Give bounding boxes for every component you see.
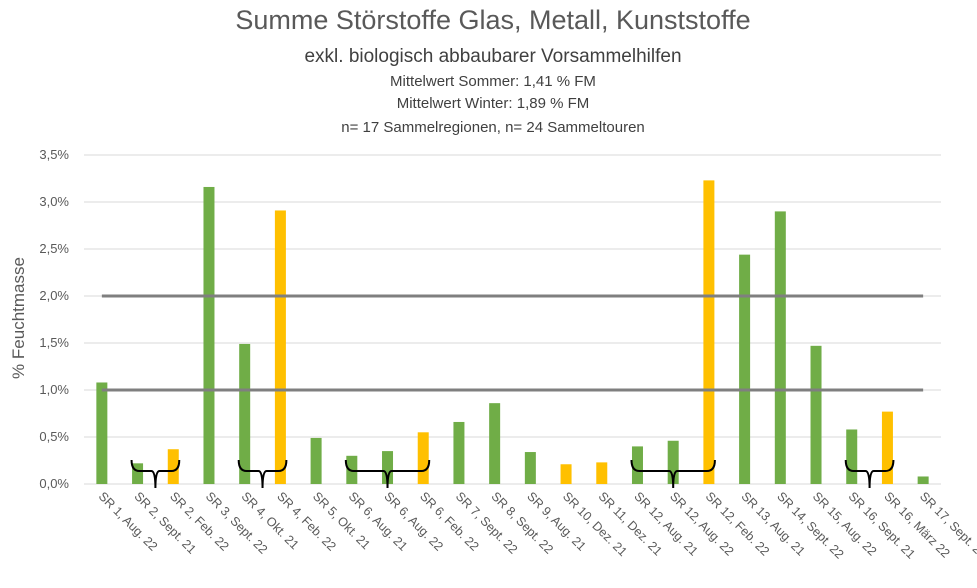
bar [203,186,215,484]
y-axis-ticks: 0,0% 0,5% 1,0% 1,5% 2,0% 2,5% 3,0% 3,5% [39,147,69,491]
bar [810,345,822,484]
x-tick-label: SR 8, Sept. 22 [489,489,556,556]
y-tick-label: 2,0% [39,288,69,303]
chart-note-summer: Mittelwert Sommer: 1,41 % FM [390,73,596,90]
x-tick-label: SR 13, Aug. 21 [738,489,807,558]
bar [310,437,322,484]
bar [274,210,286,484]
bar [846,429,858,484]
x-tick-label: SR 12, Feb. 22 [703,489,772,558]
x-tick-label: SR 15, Aug. 22 [810,489,879,558]
bar [239,343,251,484]
bar [703,180,715,484]
y-tick-label: 0,0% [39,476,69,491]
y-tick-label: 3,5% [39,147,69,162]
bar [453,421,465,484]
bar [417,432,429,484]
bar [596,462,608,484]
y-tick-label: 0,5% [39,429,69,444]
bar [524,452,536,484]
x-tick-label: SR 12, Aug. 21 [631,489,700,558]
bar [167,449,179,484]
bar [489,403,501,484]
chart-note-sample: n= 17 Sammelregionen, n= 24 Sammeltouren [341,119,645,136]
x-tick-label: SR 2, Sept. 21 [131,489,198,556]
x-tick-label: SR 11, Dez. 21 [596,489,665,558]
reference-lines [101,294,924,392]
y-tick-label: 1,5% [39,335,69,350]
bracket [237,459,288,489]
x-tick-label: SR 7, Sept. 22 [453,489,520,556]
bar [96,382,108,484]
bar [132,463,144,484]
bars [96,180,929,484]
chart-note-winter: Mittelwert Winter: 1,89 % FM [397,95,590,112]
y-tick-label: 3,0% [39,194,69,209]
bar [774,211,786,484]
x-tick-label: SR 3, Sept. 22 [203,489,270,556]
bracket [344,459,431,489]
chart-title: Summe Störstoffe Glas, Metall, Kunststof… [235,5,750,35]
bracket [844,459,895,489]
chart-subtitle: exkl. biologisch abbaubarer Vorsammelhil… [304,46,681,67]
bracket [630,459,716,489]
bar [382,451,394,484]
bar [917,476,929,484]
bar [631,446,643,484]
bar [667,440,679,484]
x-tick-label: SR 12, Aug. 22 [667,489,736,558]
bar [739,254,751,484]
bracket [130,459,181,489]
y-tick-label: 2,5% [39,241,69,256]
bar [881,411,893,484]
y-axis-label: % Feuchtmasse [9,257,28,379]
bar [560,464,572,484]
y-tick-label: 1,0% [39,382,69,397]
brackets [130,459,895,489]
